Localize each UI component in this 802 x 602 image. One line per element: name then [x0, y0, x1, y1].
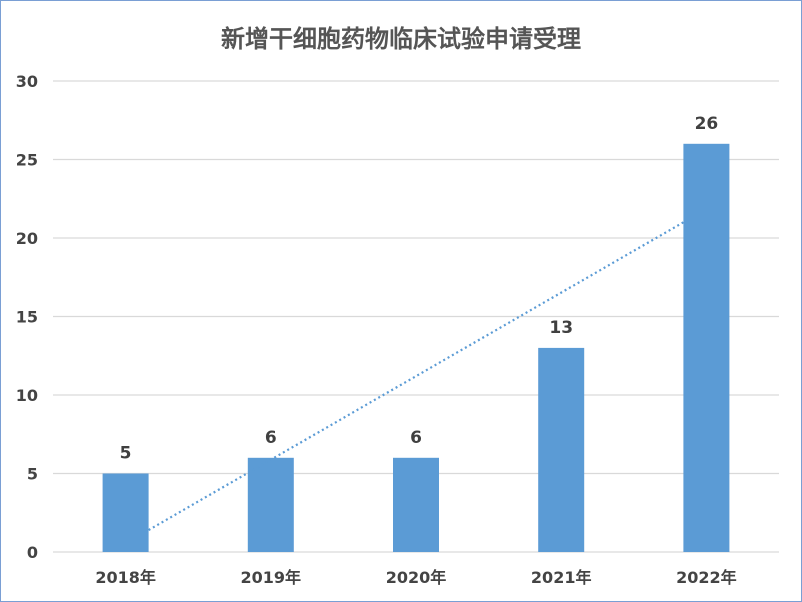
data-label: 13 — [549, 318, 573, 338]
bar — [102, 473, 149, 552]
x-axis: 2018年 2019年 2020年 2021年 2022年 — [95, 568, 736, 587]
bars — [102, 143, 730, 553]
y-tick-label: 0 — [27, 543, 38, 562]
y-tick-label: 25 — [16, 151, 38, 170]
x-tick-label: 2019年 — [241, 568, 302, 587]
data-label: 6 — [265, 428, 277, 448]
x-tick-label: 2018年 — [95, 568, 156, 587]
bar — [683, 143, 730, 553]
y-tick-label: 20 — [16, 229, 38, 248]
chart-title: 新增干细胞药物临床试验申请受理 — [221, 25, 581, 53]
x-tick-label: 2020年 — [386, 568, 447, 587]
y-axis: 0 5 10 15 20 25 30 — [16, 72, 38, 562]
x-tick-label: 2022年 — [676, 568, 737, 587]
bar — [247, 457, 294, 552]
y-tick-label: 30 — [16, 72, 38, 91]
data-label: 26 — [695, 114, 719, 134]
data-label: 5 — [120, 444, 132, 464]
bar — [393, 457, 439, 552]
data-label: 6 — [410, 428, 422, 448]
y-tick-label: 10 — [16, 386, 38, 405]
data-labels: 5 6 6 13 26 — [120, 114, 719, 464]
x-tick-label: 2021年 — [531, 568, 592, 587]
y-tick-label: 5 — [27, 465, 38, 484]
bar — [538, 347, 585, 552]
y-tick-label: 15 — [16, 308, 38, 327]
